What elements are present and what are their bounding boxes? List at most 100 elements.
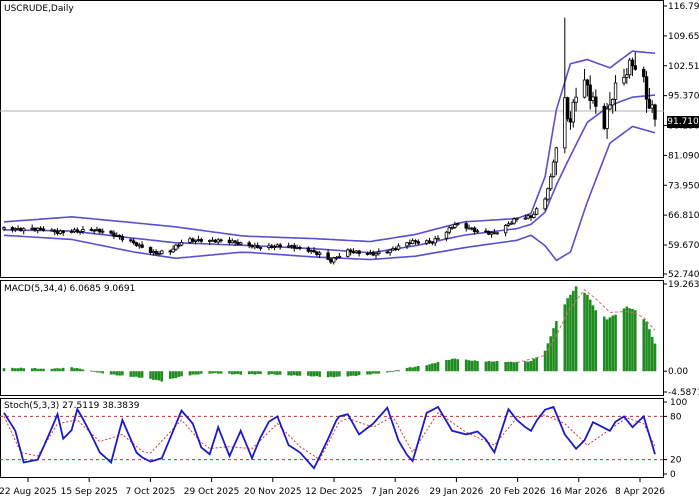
stoch-panel[interactable] [0, 405, 664, 470]
price-candle [602, 103, 606, 131]
macd-histogram-bar [464, 359, 468, 372]
macd-histogram-bar [180, 371, 183, 377]
macd-histogram-bar [571, 290, 575, 372]
price-candle [272, 244, 277, 251]
price-candle [258, 246, 263, 251]
candle-body [368, 252, 373, 255]
price-candle [337, 253, 342, 259]
price-candle [120, 234, 125, 243]
price-candle [622, 68, 626, 86]
price-candle [117, 234, 122, 240]
macd-histogram-bar [369, 371, 372, 375]
candle-body [292, 245, 296, 249]
candle-body [58, 230, 63, 234]
candle-body [137, 244, 141, 247]
macd-histogram-bar [354, 371, 358, 376]
candle-body [625, 74, 629, 78]
candle-body [605, 108, 609, 129]
macd-histogram-bar [332, 371, 336, 378]
candle-body [405, 242, 409, 247]
macd-histogram-bar [216, 371, 220, 374]
macd-histogram-bar [453, 358, 457, 372]
price-candle [644, 71, 649, 113]
candle-body [354, 250, 358, 253]
candle-body [543, 198, 547, 210]
candle-body [120, 236, 125, 241]
macd-histogram-bar [177, 371, 181, 377]
macd-histogram-bar [546, 343, 550, 372]
macd-histogram-bar [109, 371, 113, 375]
price-candle [549, 173, 553, 192]
candle-body [16, 228, 20, 230]
candle-body [574, 96, 578, 103]
macd-histogram-bar [543, 350, 547, 372]
candle-body [582, 79, 587, 98]
macd-histogram-bar [385, 371, 389, 373]
macd-histogram-bar [588, 299, 592, 372]
macd-histogram-bar [329, 371, 333, 377]
macd-histogram-bar [484, 361, 488, 372]
price-candle [503, 224, 508, 237]
macd-histogram-bar [247, 371, 251, 375]
price-candle [22, 227, 26, 235]
price-candle [416, 239, 420, 245]
price-candle [515, 217, 519, 223]
time-axis-label: 16 Mar 2026 [550, 487, 607, 497]
candle-body [503, 225, 508, 234]
candle-body [272, 246, 277, 249]
macd-histogram-bar [140, 371, 144, 378]
macd-histogram-bar [563, 304, 567, 372]
price-candle [495, 231, 499, 235]
price-candle [447, 225, 451, 235]
price-panel[interactable] [0, 17, 664, 265]
macd-histogram-bar [622, 308, 626, 372]
price-candle [233, 239, 237, 246]
macd-histogram-bar [566, 298, 569, 372]
candle-body [278, 244, 282, 248]
candle-body [253, 244, 257, 248]
price-axis-tick-label: 95.370 [668, 92, 699, 102]
candle-body [467, 227, 471, 230]
candle-body [174, 244, 178, 250]
candle-body [72, 229, 77, 233]
candle-body [529, 215, 533, 218]
macd-histogram-bar [650, 336, 654, 372]
macd-histogram-bar [132, 371, 135, 377]
macd-histogram-bar [121, 371, 124, 376]
candle-body [112, 232, 116, 237]
candle-body [33, 227, 37, 231]
symbol-title: USCRUDE,Daily [4, 4, 74, 14]
macd-histogram-bar [425, 365, 429, 372]
macd-histogram-bar [81, 369, 85, 372]
stoch-axis-tick-label: 100 [670, 398, 687, 408]
macd-histogram-bar [414, 366, 417, 372]
price-candle [475, 228, 480, 234]
candle-body [213, 239, 218, 243]
macd-histogram-bar [507, 361, 510, 372]
candle-body [484, 230, 488, 233]
price-candle [574, 87, 578, 112]
macd-histogram-bar [405, 367, 409, 372]
candle-body [472, 227, 477, 232]
macd-histogram-bar [555, 321, 558, 372]
candle-body [523, 217, 528, 220]
candle-body [148, 246, 153, 253]
price-candle [53, 228, 57, 236]
candle-body [312, 250, 316, 253]
price-candle [627, 58, 632, 79]
candle-body [13, 228, 17, 231]
price-candle [160, 249, 164, 255]
macd-panel[interactable] [2, 286, 657, 382]
candle-body [317, 252, 322, 255]
macd-histogram-bar [208, 371, 212, 374]
macd-histogram-bar [98, 371, 102, 373]
macd-histogram-bar [436, 361, 440, 372]
macd-histogram-bar [56, 368, 59, 372]
stoch-panel-frame [0, 398, 664, 478]
price-candle [410, 238, 415, 245]
candle-body [334, 256, 339, 259]
macd-histogram-bar [648, 329, 651, 372]
macd-histogram-bar [456, 359, 460, 372]
